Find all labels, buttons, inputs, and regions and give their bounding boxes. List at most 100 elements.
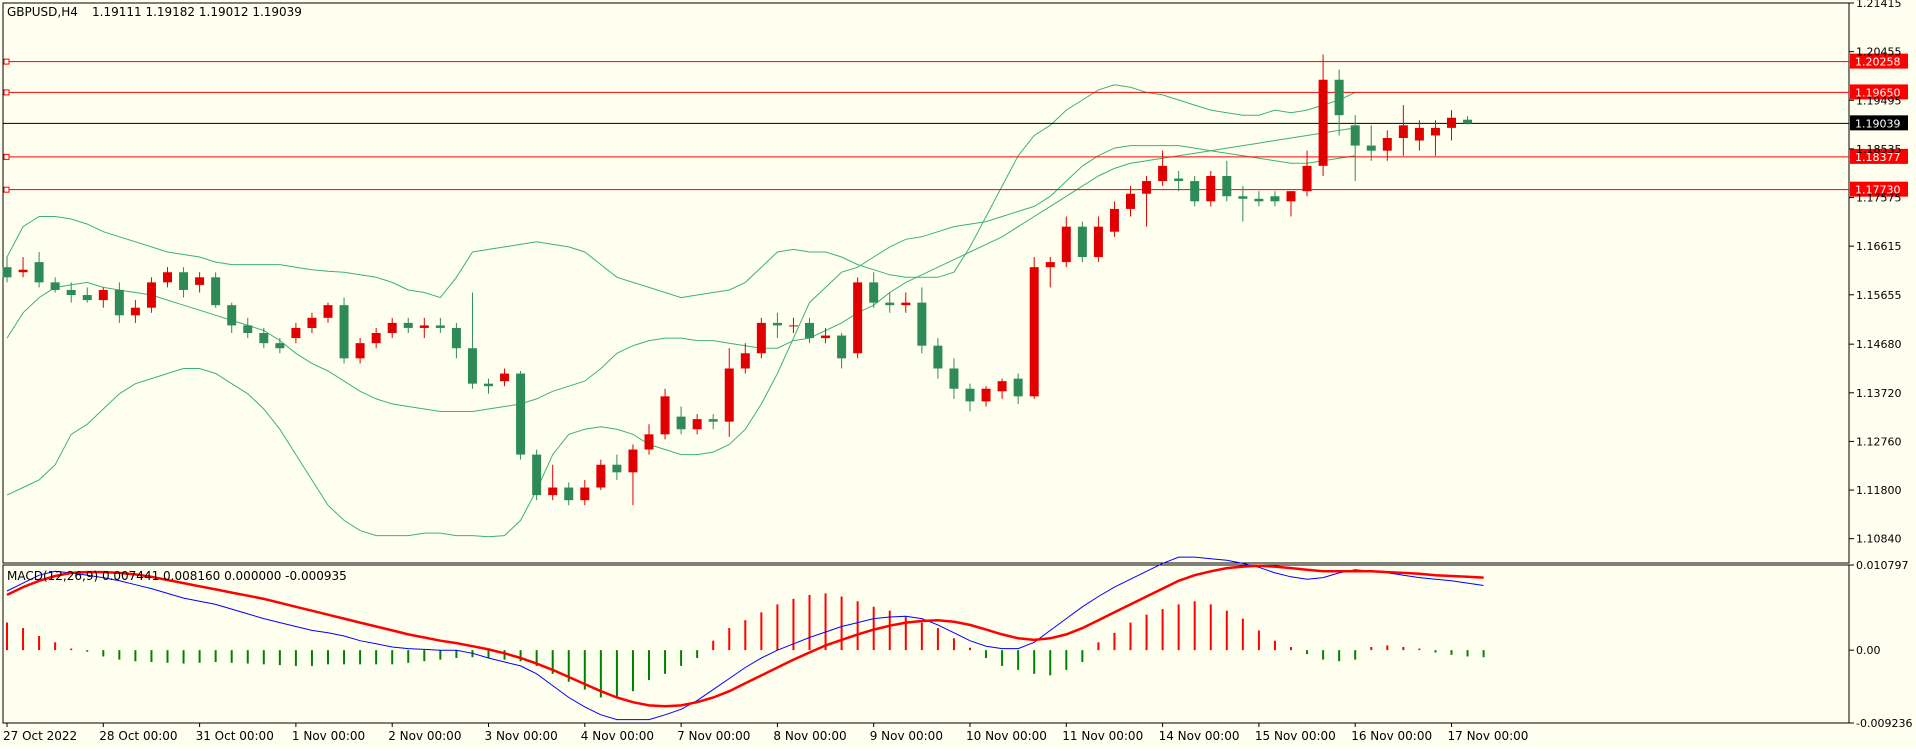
bearish-candle — [2, 267, 12, 278]
time-tick-label: 27 Oct 2022 — [3, 729, 77, 743]
bullish-candle — [1414, 127, 1424, 141]
bearish-candle — [1238, 196, 1248, 199]
bullish-candle — [628, 449, 638, 473]
macd-pane-frame — [2, 564, 1850, 724]
bullish-candle — [195, 277, 205, 285]
bullish-candle — [788, 325, 798, 327]
bearish-candle — [1190, 181, 1200, 202]
bullish-candle — [660, 396, 670, 435]
bearish-candle — [1463, 119, 1473, 124]
time-tick-label: 16 Nov 00:00 — [1351, 729, 1432, 743]
bullish-candle — [644, 434, 654, 450]
bullish-candle — [371, 333, 381, 344]
bullish-candle — [323, 305, 333, 318]
bullish-candle — [307, 317, 317, 328]
bearish-candle — [66, 289, 76, 296]
macd-lines — [6, 556, 1484, 721]
time-tick-label: 10 Nov 00:00 — [966, 729, 1047, 743]
macd-signal-line — [6, 564, 1484, 708]
bullish-candle — [291, 327, 301, 339]
bearish-candle — [50, 282, 60, 290]
level-price-label: 1.20258 — [1855, 56, 1901, 69]
level-price-label: 1.17730 — [1855, 184, 1901, 197]
bullish-candle — [1126, 193, 1135, 209]
bullish-candle — [1045, 262, 1055, 268]
bearish-candle — [467, 348, 477, 384]
level-price-tag — [1850, 53, 1908, 69]
time-tick-label: 11 Nov 00:00 — [1062, 729, 1143, 743]
macd-main-line — [6, 556, 1484, 721]
bearish-candle — [1174, 178, 1184, 182]
bearish-candle — [885, 302, 895, 306]
price-tick-label: 1.12760 — [1856, 435, 1902, 448]
bearish-candle — [965, 388, 975, 402]
bearish-candle — [484, 383, 493, 387]
bullish-candle — [740, 353, 750, 369]
bearish-candle — [179, 272, 189, 290]
level-anchor-handle[interactable] — [3, 186, 10, 193]
bullish-candle — [580, 487, 590, 501]
bearish-candle — [403, 322, 413, 328]
bearish-candle — [1077, 226, 1087, 258]
bearish-candle — [82, 295, 92, 301]
bullish-candle — [1382, 137, 1392, 151]
candlesticks — [2, 54, 1473, 506]
level-price-tag — [1850, 84, 1908, 100]
time-tick-label: 1 Nov 00:00 — [292, 729, 365, 743]
bearish-candle — [435, 325, 445, 328]
level-price-tag — [1850, 148, 1908, 164]
bearish-candle — [259, 333, 269, 344]
bullish-candle — [387, 322, 397, 334]
bullish-candle — [724, 368, 734, 422]
time-tick-label: 3 Nov 00:00 — [485, 729, 558, 743]
bearish-candle — [1270, 196, 1280, 202]
bullish-candle — [1142, 181, 1152, 194]
symbol-label: GBPUSD,H4 — [7, 5, 78, 19]
price-tick-label: 1.11800 — [1856, 484, 1902, 497]
bearish-candle — [532, 454, 542, 496]
macd-tick-label: -0.009236 — [1856, 717, 1912, 730]
price-pane[interactable]: 1.20258 1.19650 1.18377 1.17730 1.19039 1.21… — [2, 0, 1909, 564]
bullish-candle — [1447, 117, 1456, 128]
level-anchor-handle[interactable] — [3, 89, 10, 96]
current-price-tag — [1850, 115, 1908, 131]
macd-pane[interactable]: 0.010797 0.00 -0.009236 MACD(12,26,9) 0.00… — [2, 556, 1912, 730]
level-anchor-handle[interactable] — [3, 153, 10, 160]
bearish-candle — [1013, 378, 1023, 397]
time-tick-label: 8 Nov 00:00 — [773, 729, 846, 743]
bullish-candle — [163, 272, 172, 283]
ohlc-label: 1.19111 1.19182 1.19012 1.19039 — [92, 5, 302, 19]
bullish-candle — [419, 325, 429, 328]
bollinger-lower-line — [6, 145, 1356, 538]
time-tick-label: 15 Nov 00:00 — [1255, 729, 1336, 743]
bullish-candle — [1061, 226, 1071, 263]
bearish-candle — [837, 335, 847, 359]
bearish-candle — [34, 262, 44, 283]
price-tick-label: 1.17575 — [1856, 192, 1902, 205]
level-price-tag — [1850, 181, 1908, 197]
bullish-candle — [1206, 175, 1216, 202]
bullish-candle — [548, 487, 558, 496]
time-tick-label: 28 Oct 00:00 — [99, 729, 177, 743]
bearish-candle — [211, 277, 221, 306]
bearish-candle — [564, 487, 574, 501]
bullish-candle — [130, 307, 140, 316]
bearish-candle — [516, 373, 526, 455]
bullish-candle — [146, 282, 156, 308]
bullish-candle — [1093, 226, 1103, 258]
bullish-candle — [901, 302, 911, 306]
level-anchor-handle[interactable] — [3, 58, 10, 65]
macd-tick-label: 0.00 — [1856, 644, 1881, 657]
level-price-label: 1.19650 — [1855, 86, 1901, 99]
bullish-candle — [692, 419, 702, 430]
time-tick-label: 2 Nov 00:00 — [388, 729, 461, 743]
macd-tick-label: 0.010797 — [1856, 559, 1909, 572]
bullish-candle — [355, 343, 365, 359]
level-price-label: 1.18377 — [1855, 151, 1901, 164]
time-tick-label: 7 Nov 00:00 — [677, 729, 750, 743]
bearish-candle — [227, 305, 237, 326]
bullish-candle — [1398, 125, 1408, 138]
horizontal-levels: 1.20258 1.19650 1.18377 1.17730 1.19039 — [3, 53, 1908, 197]
